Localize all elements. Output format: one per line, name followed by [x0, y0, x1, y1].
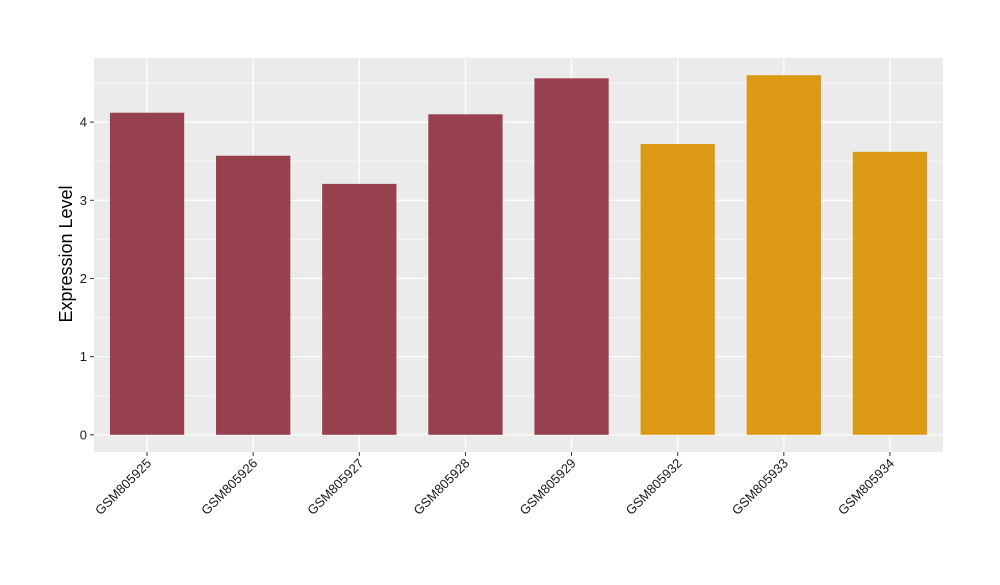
x-tick-label: GSM805934: [835, 456, 897, 518]
y-tick-label: 0: [80, 427, 87, 442]
x-tick-label: GSM805933: [729, 456, 791, 518]
x-tick-label: GSM805932: [623, 456, 685, 518]
y-axis-title: Expression Level: [56, 185, 76, 322]
x-tick-label: GSM805925: [92, 456, 154, 518]
bar-GSM805932: [640, 143, 715, 435]
y-tick-label: 4: [80, 115, 87, 130]
bar-GSM805933: [746, 75, 821, 435]
bar-GSM805926: [216, 155, 291, 435]
bars-group: [109, 75, 928, 435]
bar-GSM805934: [852, 151, 928, 435]
bar-GSM805925: [109, 112, 185, 435]
x-axis: GSM805925 GSM805926 GSM805927 GSM805928 GSM8…: [92, 452, 897, 518]
y-tick-label: 3: [80, 193, 87, 208]
bar-GSM805929: [534, 78, 609, 435]
bar-GSM805927: [322, 183, 397, 435]
y-tick-label: 1: [80, 349, 87, 364]
x-tick-label: GSM805926: [198, 456, 260, 518]
x-tick-label: GSM805929: [516, 456, 578, 518]
y-axis: 0 1 2 3 4: [80, 115, 94, 442]
x-tick-label: GSM805927: [304, 456, 366, 518]
bar-GSM805928: [428, 114, 503, 435]
x-tick-label: GSM805928: [410, 456, 472, 518]
y-tick-label: 2: [80, 271, 87, 286]
